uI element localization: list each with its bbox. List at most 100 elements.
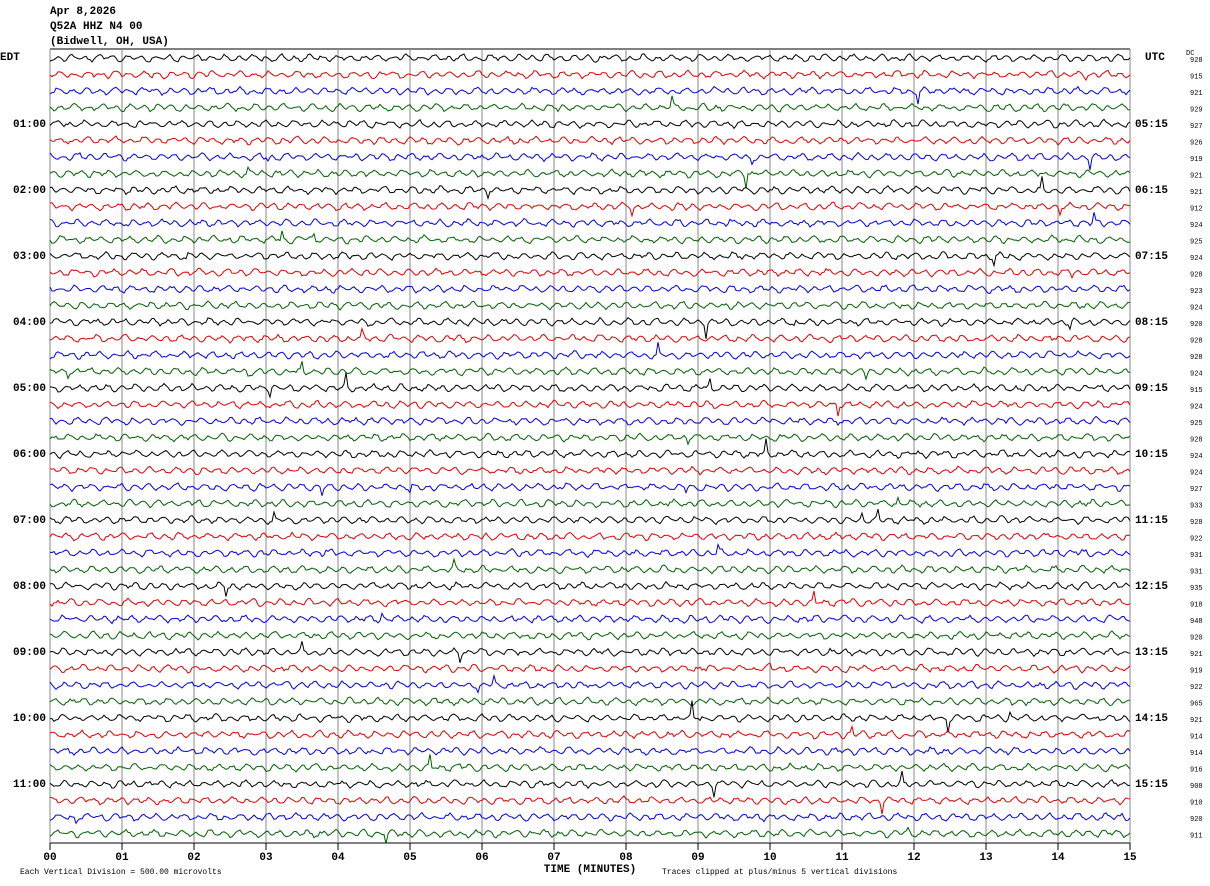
trace	[49, 176, 1131, 201]
trace	[49, 438, 1131, 460]
trace	[49, 135, 1131, 146]
dc-value: 931	[1190, 568, 1203, 576]
right-hour-label: 06:15	[1135, 185, 1168, 197]
left-hour-label: 04:00	[13, 317, 46, 329]
trace	[49, 316, 1131, 339]
dc-value: 922	[1190, 535, 1203, 543]
trace	[49, 251, 1131, 268]
trace	[50, 795, 1131, 815]
location: (Bidwell, OH, USA)	[50, 36, 169, 48]
trace	[49, 465, 1131, 476]
x-tick-label: 10	[763, 852, 776, 864]
left-hour-label: 01:00	[13, 119, 46, 131]
trace	[49, 165, 1131, 189]
dc-value: 921	[1190, 651, 1203, 659]
trace	[49, 811, 1131, 825]
dc-value: 915	[1190, 387, 1203, 395]
footer-left: Each Vertical Division = 500.00 microvol…	[20, 868, 222, 877]
dc-value: 928	[1190, 57, 1203, 65]
dc-value: 928	[1190, 337, 1203, 345]
dc-value: 924	[1190, 469, 1203, 477]
trace	[49, 662, 1131, 674]
trace	[49, 496, 1131, 509]
left-hour-label: 06:00	[13, 449, 46, 461]
dc-value: 914	[1190, 750, 1203, 758]
left-hour-label: 09:00	[13, 647, 46, 659]
x-tick-label: 07	[547, 852, 560, 864]
left-zone: EDT	[0, 52, 20, 64]
dc-value: 924	[1190, 453, 1203, 461]
trace	[49, 95, 1131, 113]
right-hour-label: 13:15	[1135, 647, 1168, 659]
trace	[49, 482, 1131, 496]
trace	[49, 53, 1131, 63]
dc-value: 910	[1190, 799, 1203, 807]
right-hour-label: 05:15	[1135, 119, 1168, 131]
left-hour-label: 02:00	[13, 185, 46, 197]
left-hour-label: 10:00	[13, 713, 46, 725]
trace	[49, 415, 1131, 427]
x-tick-label: 12	[907, 852, 920, 864]
trace	[49, 745, 1131, 757]
trace	[49, 641, 1131, 663]
left-hour-label: 08:00	[13, 581, 46, 593]
right-hour-label: 10:15	[1135, 449, 1168, 461]
x-axis-label: TIME (MINUTES)	[544, 864, 636, 876]
left-hour-label: 07:00	[13, 515, 46, 527]
trace	[49, 118, 1131, 130]
trace	[49, 630, 1131, 641]
trace	[49, 590, 1131, 608]
trace	[49, 508, 1131, 526]
dc-value: 915	[1190, 73, 1203, 81]
x-tick-label: 06	[475, 852, 488, 864]
dc-value: 921	[1190, 90, 1203, 98]
dc-value: 920	[1190, 321, 1203, 329]
footer-right: Traces clipped at plus/minus 5 vertical …	[662, 868, 897, 877]
x-tick-label: 01	[115, 852, 129, 864]
x-tick-label: 11	[835, 852, 849, 864]
trace	[49, 581, 1131, 597]
trace	[49, 284, 1131, 294]
x-tick-label: 14	[1051, 852, 1065, 864]
left-hour-label: 11:00	[13, 779, 46, 791]
trace	[49, 754, 1131, 773]
dc-value: 928	[1190, 354, 1203, 362]
trace	[49, 230, 1131, 245]
trace	[49, 267, 1131, 280]
dc-value: 928	[1190, 271, 1203, 279]
dc-value: 928	[1190, 519, 1203, 527]
dc-value: 927	[1190, 123, 1203, 131]
right-zone: UTC	[1145, 52, 1165, 64]
trace	[49, 201, 1131, 218]
dc-value: 948	[1190, 618, 1203, 626]
dc-value: 919	[1190, 156, 1203, 164]
trace	[49, 399, 1131, 417]
trace	[49, 770, 1131, 798]
dc-value: 921	[1190, 717, 1203, 725]
trace	[49, 826, 1131, 844]
dc-value: 912	[1190, 205, 1203, 213]
trace	[49, 673, 1131, 694]
dc-value: 935	[1190, 585, 1203, 593]
right-hour-label: 12:15	[1135, 581, 1168, 593]
right-hour-label: 11:15	[1135, 515, 1168, 527]
trace	[49, 85, 1131, 105]
trace	[49, 151, 1131, 171]
dc-value: 924	[1190, 222, 1203, 230]
dc-value: 928	[1190, 436, 1203, 444]
trace	[49, 372, 1131, 399]
trace	[49, 531, 1131, 542]
trace	[49, 300, 1131, 311]
dc-value: 920	[1190, 634, 1203, 642]
right-hour-label: 14:15	[1135, 713, 1168, 725]
dc-value: 924	[1190, 403, 1203, 411]
dc-value: 919	[1190, 667, 1203, 675]
right-hour-label: 07:15	[1135, 251, 1168, 263]
trace	[49, 542, 1131, 559]
left-hour-label: 05:00	[13, 383, 46, 395]
x-tick-label: 05	[403, 852, 417, 864]
trace	[49, 612, 1131, 625]
dc-value: 920	[1190, 816, 1203, 824]
trace	[49, 342, 1131, 360]
